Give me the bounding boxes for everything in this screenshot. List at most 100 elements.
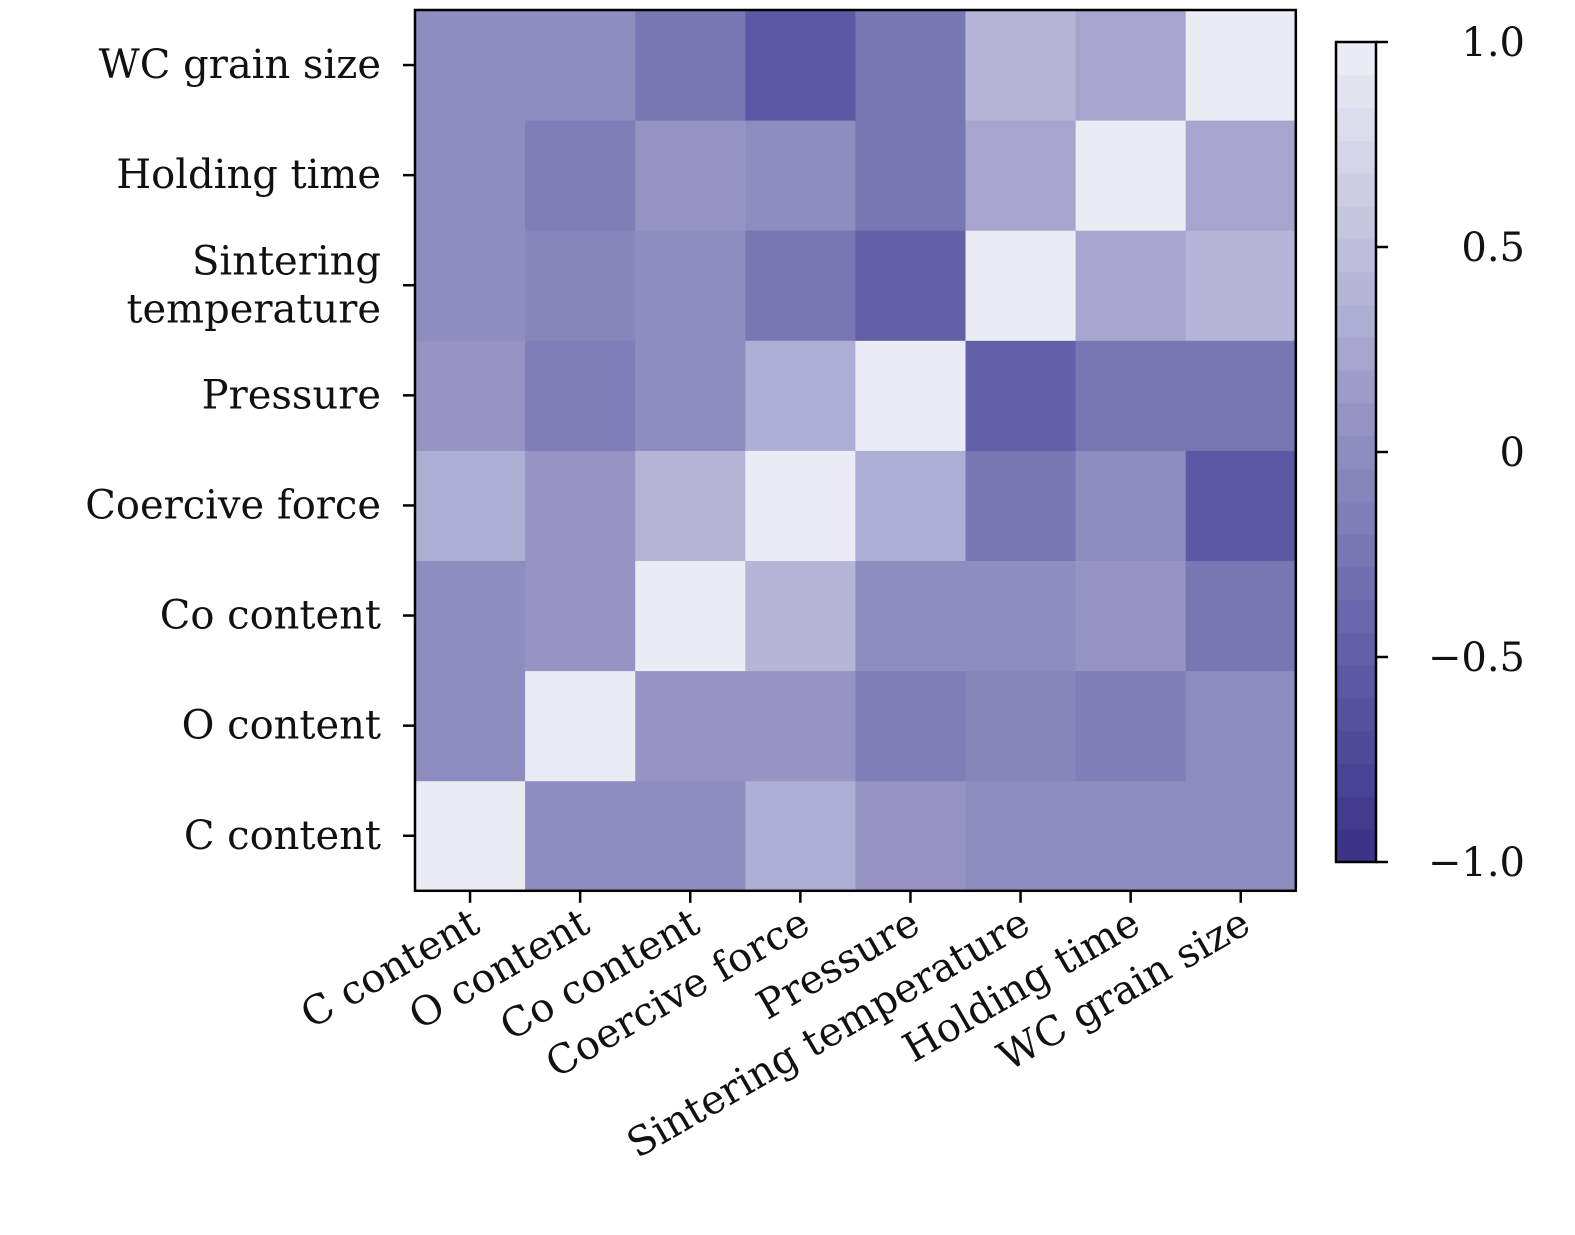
heatmap-cell	[745, 670, 856, 782]
colorbar-level	[1336, 829, 1376, 863]
heatmap-cell	[525, 450, 636, 561]
y-tick-label: Sintering temperature	[126, 238, 381, 332]
heatmap-cell	[1075, 10, 1187, 121]
y-tick-label: Pressure	[202, 372, 381, 418]
heatmap-cell	[415, 670, 526, 782]
heatmap-cell	[525, 10, 636, 121]
heatmap-cell	[415, 560, 526, 672]
heatmap-cell	[965, 230, 1077, 341]
heatmap-cell	[415, 450, 526, 561]
y-tick-label-line: Co content	[160, 593, 381, 639]
y-tick-label: Co content	[160, 593, 381, 639]
colorbar-level	[1336, 140, 1376, 174]
heatmap-cell	[1185, 560, 1297, 672]
heatmap-cell	[635, 560, 746, 672]
heatmap-cell	[1185, 450, 1297, 561]
colorbar-level	[1336, 206, 1376, 240]
colorbar-level	[1336, 534, 1376, 568]
colorbar-level	[1336, 173, 1376, 207]
heatmap-cell	[415, 230, 526, 341]
heatmap-cell	[965, 670, 1077, 782]
colorbar-level	[1336, 337, 1376, 371]
colorbar-tick-label: 0.5	[1461, 225, 1525, 271]
y-tick-label-line: Holding time	[116, 152, 381, 198]
colorbar-level	[1336, 435, 1376, 469]
y-tick-label: WC grain size	[99, 42, 381, 88]
colorbar-level	[1336, 271, 1376, 305]
y-tick-label-line: C content	[184, 813, 381, 859]
y-tick-label: O content	[182, 703, 381, 749]
heatmap-cell	[1185, 670, 1297, 782]
heatmap-cell	[635, 120, 746, 231]
heatmap-cell	[415, 780, 526, 892]
colorbar-level	[1336, 796, 1376, 830]
y-tick-label-line: temperature	[126, 286, 381, 332]
heatmap-cell	[855, 340, 966, 451]
heatmap-cell	[965, 120, 1077, 231]
heatmap-cell	[965, 450, 1077, 561]
colorbar-tick-label: −0.5	[1428, 635, 1525, 681]
colorbar-level	[1336, 599, 1376, 633]
y-tick-label: C content	[184, 813, 381, 859]
colorbar-level	[1336, 501, 1376, 535]
heatmap-cell	[745, 340, 856, 451]
heatmap-cell	[745, 120, 856, 231]
heatmap-cell	[745, 780, 856, 892]
colorbar-tick-label: −1.0	[1428, 840, 1525, 886]
heatmap-cell	[525, 230, 636, 341]
heatmap-cell	[1075, 450, 1187, 561]
heatmap-cell	[635, 450, 746, 561]
heatmap-cell	[525, 120, 636, 231]
colorbar-level	[1336, 402, 1376, 437]
heatmap-cell	[965, 10, 1077, 121]
heatmap-cell	[635, 340, 746, 451]
heatmap-cell	[855, 670, 966, 782]
heatmap-cell	[415, 340, 526, 451]
y-tick-label-line: WC grain size	[99, 42, 381, 88]
heatmap-cell	[965, 340, 1077, 451]
heatmap-cell	[1185, 10, 1297, 121]
y-tick-label-line: Coercive force	[85, 482, 381, 528]
colorbar-level	[1336, 74, 1376, 109]
colorbar-level	[1336, 107, 1376, 141]
heatmap-cell	[745, 560, 856, 672]
colorbar-level	[1336, 730, 1376, 765]
heatmap-cell	[1185, 120, 1297, 231]
heatmap-cell	[855, 560, 966, 672]
heatmap-cell	[1075, 120, 1187, 231]
colorbar-level	[1336, 468, 1376, 502]
colorbar-level	[1336, 370, 1376, 404]
heatmap-cell	[415, 120, 526, 231]
heatmap-cell	[745, 450, 856, 561]
colorbar-tick-label: 1.0	[1461, 20, 1525, 66]
plot-frame	[413, 8, 1298, 893]
colorbar-tick-label: 0	[1500, 430, 1525, 476]
colorbar-level	[1336, 238, 1376, 273]
heatmap-cell	[745, 230, 856, 341]
heatmap-cell	[635, 780, 746, 892]
colorbar-level	[1336, 698, 1376, 732]
heatmap-cell	[1185, 780, 1297, 892]
heatmap-cell	[525, 780, 636, 892]
colorbar-level	[1336, 763, 1376, 797]
heatmap-cell	[855, 780, 966, 892]
heatmap-cell	[1075, 560, 1187, 672]
heatmap-cell	[855, 10, 966, 121]
colorbar-level	[1336, 632, 1376, 666]
heatmap-cell	[635, 10, 746, 121]
y-tick-label: Holding time	[116, 152, 381, 198]
colorbar-level	[1336, 665, 1376, 699]
y-tick-label: Coercive force	[85, 482, 381, 528]
heatmap-cell	[525, 670, 636, 782]
colorbar-level	[1336, 566, 1376, 601]
heatmap-cell	[855, 230, 966, 341]
heatmap-cell	[1075, 230, 1187, 341]
heatmap-cell	[1075, 780, 1187, 892]
colorbar-level	[1336, 304, 1376, 338]
y-tick-label-line: Sintering	[192, 238, 381, 284]
heatmap-cell	[855, 120, 966, 231]
y-tick-label-line: Pressure	[202, 372, 381, 418]
heatmap-cell	[855, 450, 966, 561]
heatmap-cell	[415, 10, 526, 121]
